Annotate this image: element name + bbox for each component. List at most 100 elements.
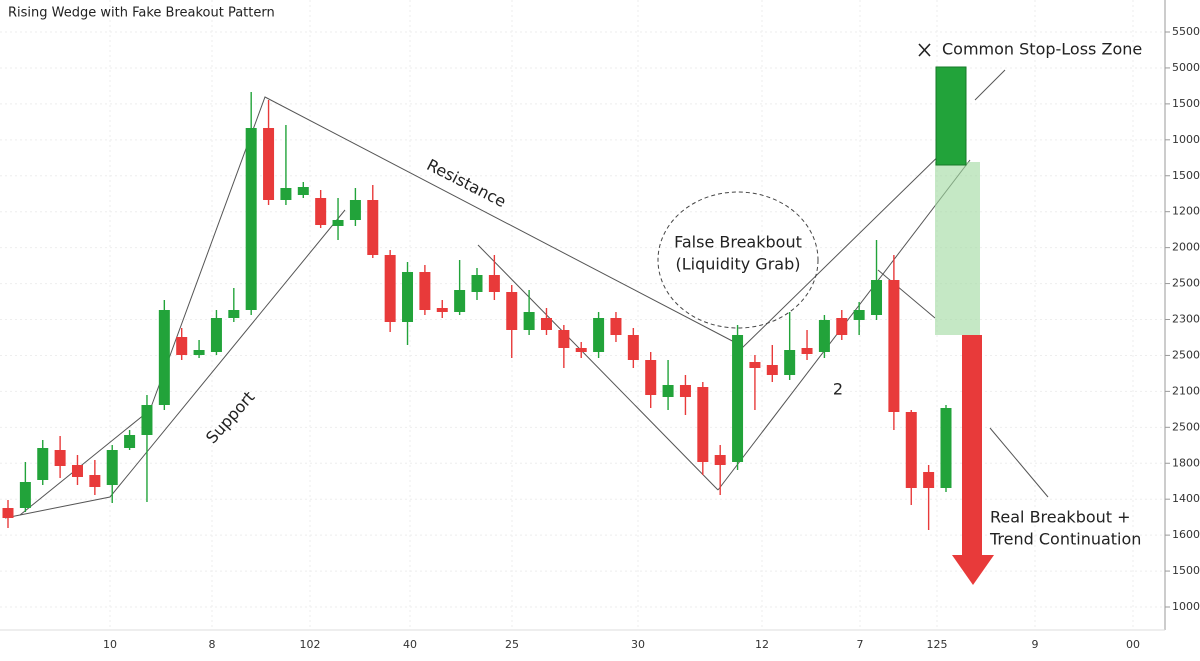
candle-body [471, 275, 483, 292]
annotation: Real Breakbout + [990, 508, 1131, 527]
wedge-line [877, 269, 936, 319]
candle-body [436, 308, 448, 312]
candle-body [210, 318, 222, 352]
candle-body [645, 360, 657, 395]
candle-body [384, 255, 396, 322]
resistance-line [19, 96, 741, 516]
candle-body [888, 280, 900, 412]
candle-body [263, 128, 275, 200]
stop-loss-zone [935, 162, 980, 335]
candle-body [54, 450, 66, 466]
pointer-line [974, 69, 1006, 101]
candle-body [627, 335, 639, 360]
candle-body [766, 365, 778, 375]
x-tick-label: 102 [300, 638, 321, 651]
y-tick-label: 1000 [1172, 600, 1200, 613]
candle-body [141, 405, 153, 435]
y-tick-label: 2300 [1172, 313, 1200, 326]
x-tick-label: 00 [1126, 638, 1140, 651]
candle-body [193, 350, 205, 355]
y-tick-label: 2500 [1172, 348, 1200, 361]
candle-body [871, 280, 883, 315]
breakout-arrow [962, 335, 982, 557]
candle-body [402, 272, 414, 322]
y-tick-label: 1200 [1172, 205, 1200, 218]
candle-body [853, 310, 865, 320]
candle-body [506, 292, 518, 330]
annotation: 2 [833, 380, 843, 399]
annotation: Support [202, 387, 258, 447]
candle-body [89, 475, 101, 487]
candle-body [245, 128, 257, 310]
breakout-arrow-head [952, 555, 994, 585]
x-tick-label: 40 [403, 638, 417, 651]
y-tick-label: 2000 [1172, 241, 1200, 254]
candle-body [610, 318, 622, 335]
candle-body [419, 272, 431, 310]
annotation: Trend Continuation [989, 530, 1141, 549]
candle-body [714, 455, 726, 465]
y-tick-label: 5000 [1172, 61, 1200, 74]
candle-body [575, 348, 587, 352]
candle-body [332, 220, 344, 226]
y-tick-label: 1500 [1172, 564, 1200, 577]
candle-body [593, 318, 605, 352]
pointer-line [989, 427, 1049, 498]
x-tick-label: 7 [857, 638, 864, 651]
x-tick-label: 25 [505, 638, 519, 651]
candle-body [315, 198, 327, 225]
pattern-lines [4, 69, 1049, 519]
candle-body [176, 337, 188, 355]
candle-body [697, 387, 709, 462]
y-tick-label: 2500 [1172, 420, 1200, 433]
candle-body [158, 310, 170, 405]
y-tick-label: 1800 [1172, 456, 1200, 469]
candle-body [732, 335, 744, 462]
candle-body [19, 482, 31, 508]
annotation: (Liquidity Grab) [676, 255, 801, 274]
wedge-line [477, 244, 719, 491]
candles [2, 92, 952, 530]
annotation: False Breakbout [674, 233, 802, 252]
candle-body [662, 385, 674, 397]
x-tick-label: 9 [1032, 638, 1039, 651]
candle-body [540, 318, 552, 330]
x-tick-label: 30 [631, 638, 645, 651]
annotation: Common Stop-Loss Zone [942, 40, 1142, 59]
candle-body [367, 200, 379, 255]
candle-body [905, 412, 917, 488]
x-tick-label: 12 [755, 638, 769, 651]
candle-body [37, 448, 49, 480]
x-tick-label: 125 [927, 638, 948, 651]
candle-body [784, 350, 796, 375]
stop-loss-block [935, 66, 967, 166]
x-marker [918, 43, 931, 57]
candle-body [679, 385, 691, 397]
wedge-line [739, 139, 956, 351]
x-tick-label: 8 [209, 638, 216, 651]
x-tick-label: 10 [103, 638, 117, 651]
candle-body [749, 362, 761, 368]
candle-body [297, 187, 309, 195]
candle-body [349, 200, 361, 220]
y-tick-label: 5500 [1172, 25, 1200, 38]
y-tick-label: 1000 [1172, 133, 1200, 146]
y-tick-label: 2100 [1172, 384, 1200, 397]
candle-body [228, 310, 240, 318]
candle-body [454, 290, 466, 312]
y-tick-label: 1500 [1172, 97, 1200, 110]
y-tick-label: 1500 [1172, 169, 1200, 182]
candle-body [818, 320, 830, 352]
candle-body [801, 348, 813, 354]
candle-body [106, 450, 118, 485]
candle-body [280, 188, 292, 200]
y-tick-label: 1400 [1172, 492, 1200, 505]
support-line [4, 209, 346, 519]
candle-body [124, 435, 136, 448]
candle-body [488, 275, 500, 292]
candle-body [523, 312, 535, 330]
y-tick-label: 2500 [1172, 277, 1200, 290]
false-breakout-ellipse [657, 191, 819, 329]
y-tick-label: 1600 [1172, 528, 1200, 541]
